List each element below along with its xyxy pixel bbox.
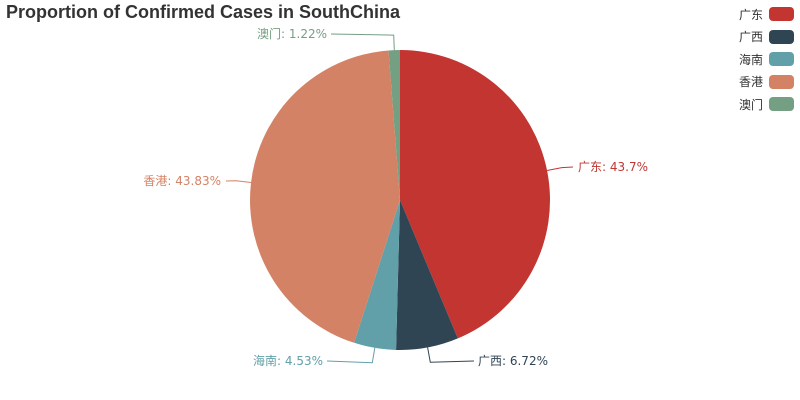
pie-slice[interactable] — [396, 200, 458, 351]
slice-label: 广东: 43.7% — [578, 160, 648, 174]
legend-swatch — [769, 7, 794, 21]
legend-label: 广西 — [738, 30, 763, 44]
legend-item[interactable]: 广西 — [734, 26, 794, 48]
slice-label: 香港: 43.83% — [143, 174, 221, 188]
slice-label: 澳门: 1.22% — [257, 26, 327, 41]
pie-slice[interactable] — [250, 50, 400, 343]
legend-item[interactable]: 广东 — [734, 3, 794, 25]
leader-line — [427, 347, 475, 363]
slice-label: 海南: 4.53% — [253, 353, 323, 368]
leader-line — [330, 33, 395, 51]
slice-label: 广西: 6.72% — [478, 354, 548, 368]
legend-label: 广东 — [738, 7, 763, 22]
legend: 广东 广西 海南 香港 澳门 — [734, 3, 794, 116]
legend-swatch — [769, 97, 794, 111]
legend-item[interactable]: 海南 — [734, 48, 794, 70]
slice-labels: 广东: 43.7% 广西: 6.72% 海南: 4.53% 香港: 43.83% 澳门:… — [143, 26, 648, 368]
leader-line — [225, 180, 252, 183]
chart-title: Proportion of Confirmed Cases in SouthCh… — [6, 2, 401, 22]
pie-slice[interactable] — [388, 50, 400, 200]
pie-slices — [250, 50, 551, 351]
legend-label: 香港 — [738, 75, 763, 89]
legend-swatch — [769, 52, 794, 66]
legend-swatch — [769, 29, 794, 44]
leader-line — [326, 347, 376, 364]
leader-line — [547, 166, 574, 171]
legend-item[interactable]: 香港 — [734, 71, 794, 93]
pie-slice[interactable] — [400, 50, 551, 339]
pie-slice[interactable] — [354, 200, 400, 350]
legend-item[interactable]: 澳门 — [734, 93, 794, 115]
legend-label: 海南 — [738, 52, 763, 67]
legend-swatch — [769, 74, 794, 89]
legend-label: 澳门 — [738, 97, 763, 112]
